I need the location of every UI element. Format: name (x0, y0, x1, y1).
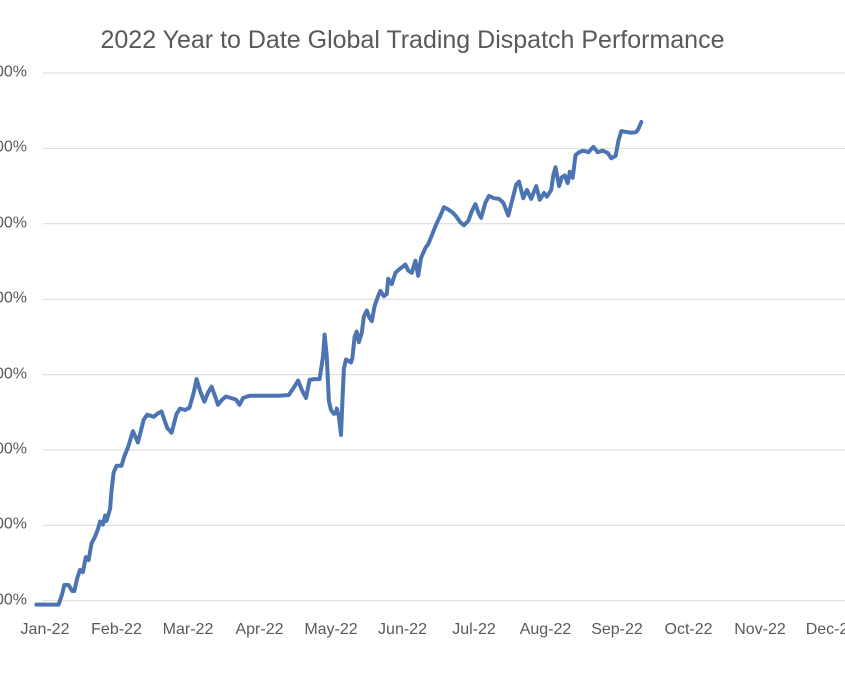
y-axis-tick-label: 00% (0, 63, 28, 81)
x-axis-tick-label: Jan-22 (20, 621, 70, 638)
y-axis-tick-label: 00% (0, 289, 28, 307)
x-axis-tick-label: Nov-22 (734, 621, 786, 638)
x-axis-tick-label: Jun-22 (378, 621, 427, 638)
x-axis-tick-label: Oct-22 (664, 621, 713, 638)
x-axis-tick-label: Apr-22 (235, 621, 284, 638)
y-axis-tick-label: 00% (0, 365, 28, 383)
x-axis-tick-label: Aug-22 (519, 621, 572, 638)
x-axis-tick-label: Feb-22 (91, 621, 142, 638)
x-axis-tick-label: May-22 (304, 621, 358, 638)
x-axis-tick-label: Dec-22 (805, 621, 845, 638)
y-axis-tick-label: 00% (0, 591, 28, 609)
x-axis-tick-label: Sep-22 (591, 621, 643, 638)
x-axis-tick-label: Jul-22 (452, 621, 496, 638)
performance-line (34, 120, 644, 607)
y-axis-tick-label: 00% (0, 440, 28, 458)
x-axis-tick-label: Mar-22 (162, 621, 214, 638)
y-axis-tick-label: 00% (0, 139, 28, 157)
y-axis-tick-label: 00% (0, 214, 28, 232)
chart-title: 2022 Year to Date Global Trading Dispatc… (100, 26, 725, 54)
y-axis-tick-label: 00% (0, 516, 28, 534)
